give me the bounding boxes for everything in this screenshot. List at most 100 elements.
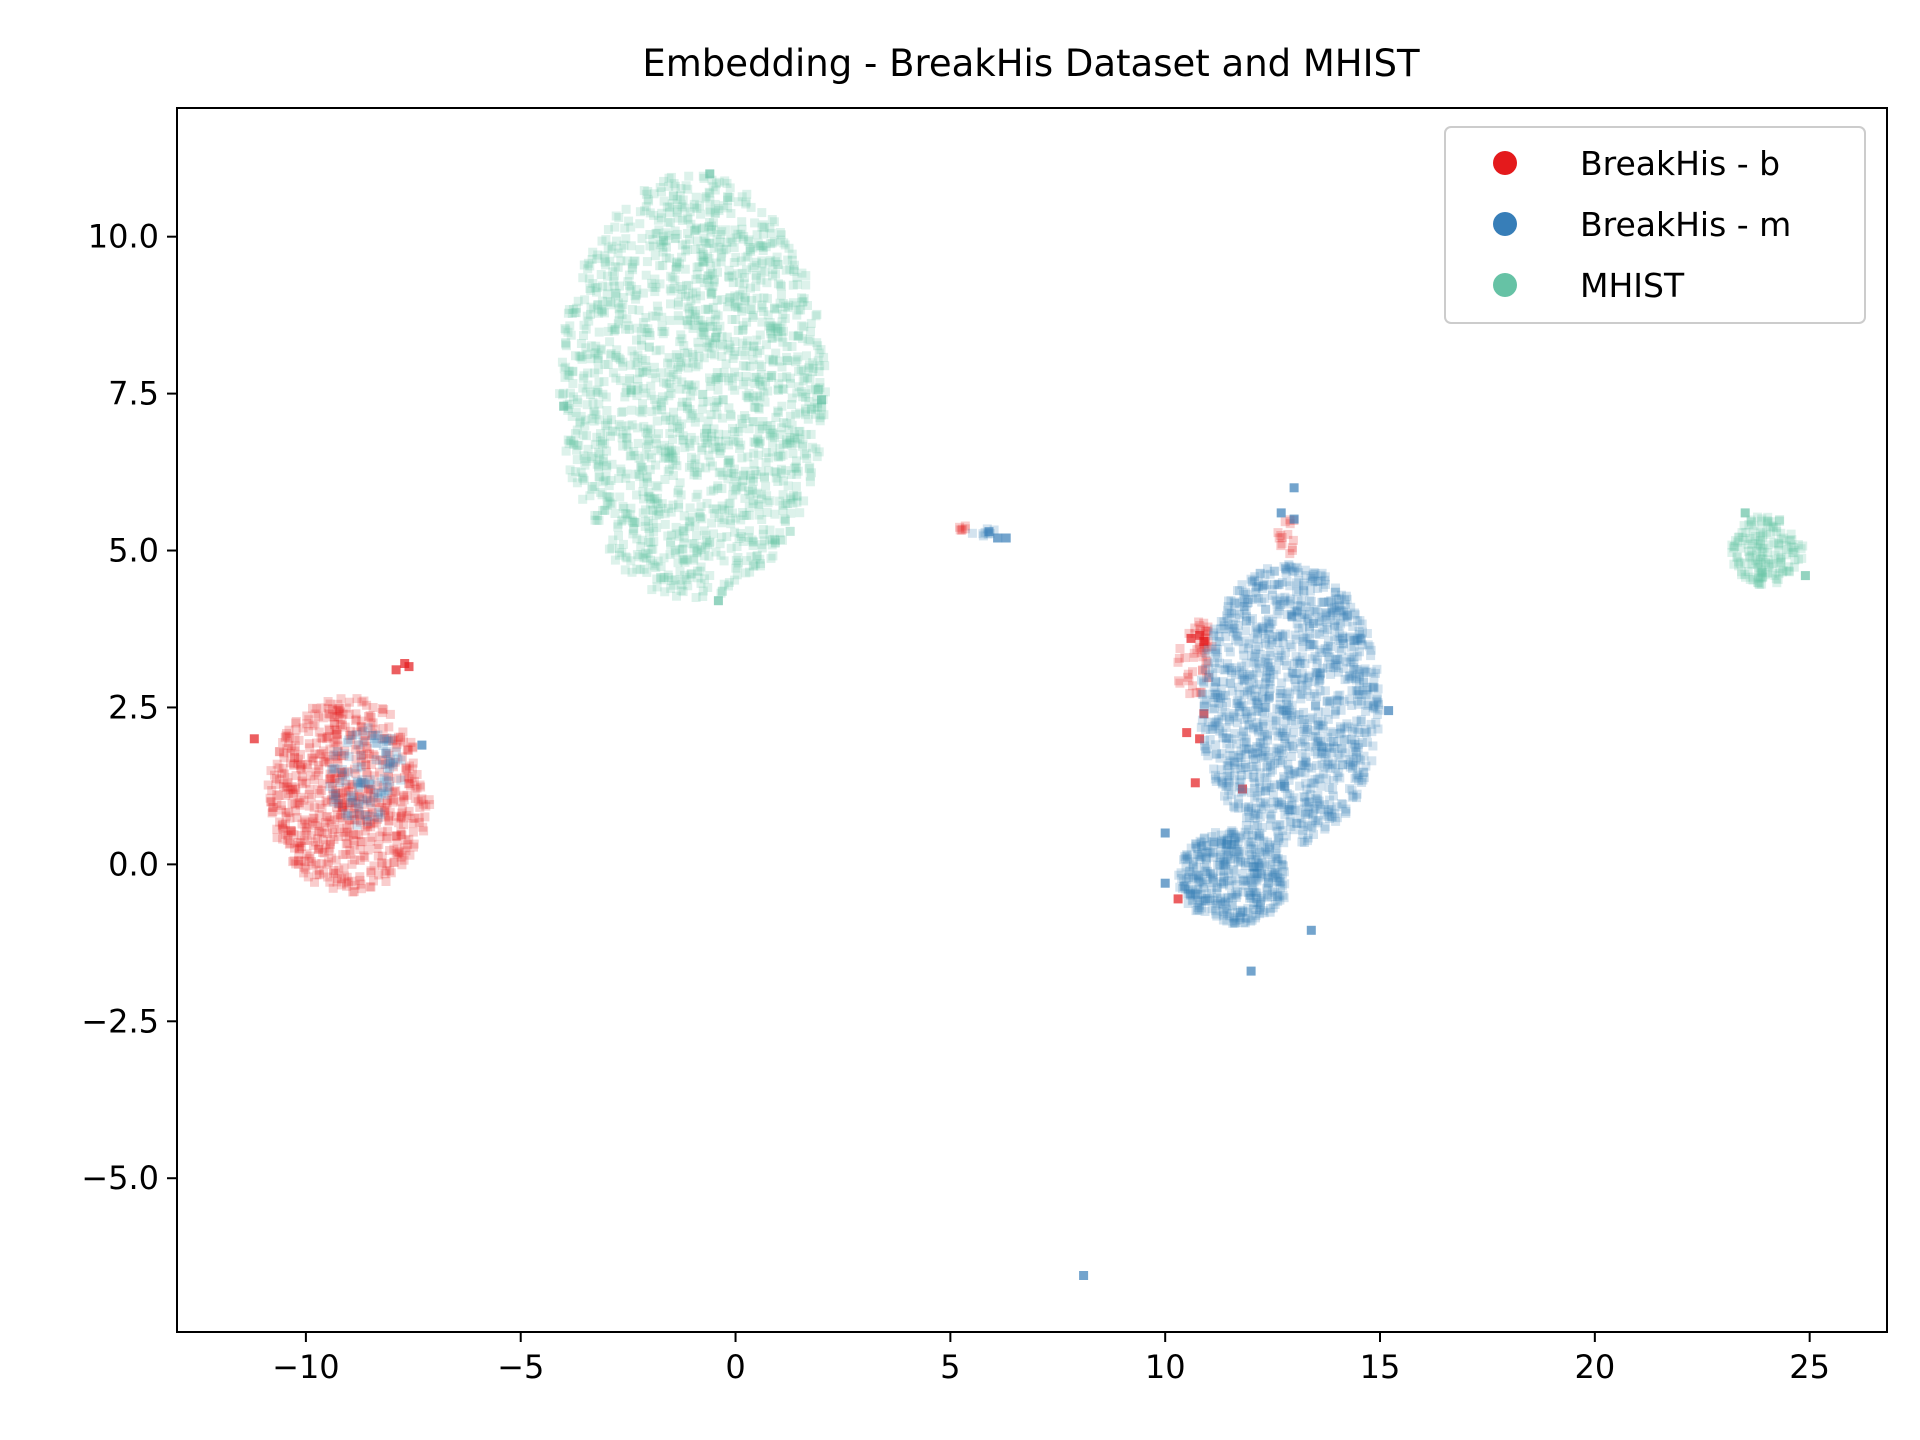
point-2: [579, 260, 589, 270]
point-1: [1276, 600, 1286, 610]
point-2: [602, 446, 612, 456]
point-2: [710, 199, 720, 209]
point-1: [1249, 868, 1259, 878]
point-2: [705, 381, 715, 391]
point-1: [1210, 693, 1220, 702]
point-2: [738, 537, 748, 546]
point-2: [748, 537, 758, 546]
point-0: [1203, 626, 1213, 636]
point-1: [1305, 596, 1315, 606]
point-2: [776, 452, 786, 461]
point-2: [590, 515, 600, 525]
point-1: [1257, 869, 1267, 879]
point-2: [689, 470, 699, 480]
point-0: [392, 838, 402, 848]
point-2: [1757, 579, 1767, 589]
point-1: [1255, 896, 1265, 906]
point-1: [1221, 712, 1231, 722]
point-2: [738, 476, 748, 485]
point-2: [632, 290, 642, 300]
point-1: [1281, 706, 1291, 715]
point-1: [1215, 857, 1225, 867]
point-1: [1262, 870, 1272, 879]
point-2: [759, 473, 769, 483]
point-2: [1753, 577, 1762, 587]
point-2: [711, 179, 721, 189]
point-2: [628, 265, 638, 275]
point-1: [1246, 685, 1256, 695]
point-2: [591, 348, 601, 358]
point-2: [744, 532, 754, 542]
point-1: [1316, 781, 1326, 791]
point-2: [651, 497, 661, 507]
point-0: [392, 773, 402, 783]
point-2: [633, 382, 643, 391]
point-0: [332, 877, 342, 887]
point-1: [1239, 727, 1249, 737]
point-1: [1220, 665, 1230, 675]
point-1: [1260, 773, 1270, 783]
point-0: [325, 839, 335, 849]
point-1: [1240, 827, 1250, 837]
point-0: [367, 832, 377, 842]
point-0: [374, 840, 384, 849]
point-1: [386, 755, 396, 765]
point-2: [707, 175, 717, 185]
point-1: [1208, 668, 1218, 678]
point-1: [1230, 917, 1239, 927]
point-2: [814, 367, 824, 377]
point-1: [1230, 598, 1240, 608]
point-1: [1290, 766, 1299, 776]
point-1: [1340, 675, 1350, 685]
point-0: [406, 813, 416, 823]
point-2: [653, 482, 663, 492]
point-1: [1200, 664, 1210, 674]
point-1: [1274, 820, 1284, 830]
point-2: [707, 432, 716, 442]
point-2: [698, 389, 708, 399]
point-2: [797, 387, 806, 397]
point-1: [1179, 881, 1189, 891]
legend-marker: [1493, 273, 1517, 297]
point-1: [1208, 724, 1218, 734]
point-2: [706, 227, 716, 237]
point-2: [763, 386, 773, 396]
point-1: [1277, 860, 1287, 870]
point-1: [1219, 624, 1228, 634]
point-1: [1354, 672, 1364, 682]
point-1: [1280, 738, 1290, 748]
point-1: [1230, 670, 1240, 680]
point-0: [302, 719, 312, 729]
point-2: [659, 575, 669, 585]
point-2: [760, 267, 770, 277]
point-0: [308, 703, 317, 713]
point-1: [392, 747, 401, 757]
point-2: [1770, 550, 1780, 560]
point-1: [1219, 910, 1229, 920]
point-1: [1277, 678, 1287, 688]
point-1: [1264, 844, 1274, 854]
point-2: [597, 490, 607, 500]
point-1: [1322, 743, 1332, 753]
point-2: [731, 252, 741, 262]
point-1: [993, 533, 1003, 543]
point-2: [682, 245, 692, 254]
point-2: [667, 199, 677, 209]
point-1: [1232, 846, 1242, 856]
point-1: [353, 740, 363, 750]
point-1: [1325, 652, 1335, 662]
point-1: [1253, 743, 1263, 753]
point-2: [628, 529, 638, 539]
point-2: [596, 270, 606, 279]
point-0: [387, 735, 397, 745]
point-0: [336, 776, 346, 785]
point-2: [748, 486, 758, 496]
point-2: [652, 523, 662, 533]
point-2: [724, 578, 734, 587]
point-1: [1268, 790, 1278, 800]
point-1: [1326, 669, 1336, 679]
point-1: [1263, 753, 1273, 762]
point-1: [1267, 892, 1277, 902]
point-1: [1231, 833, 1241, 843]
point-1: [1281, 709, 1291, 719]
